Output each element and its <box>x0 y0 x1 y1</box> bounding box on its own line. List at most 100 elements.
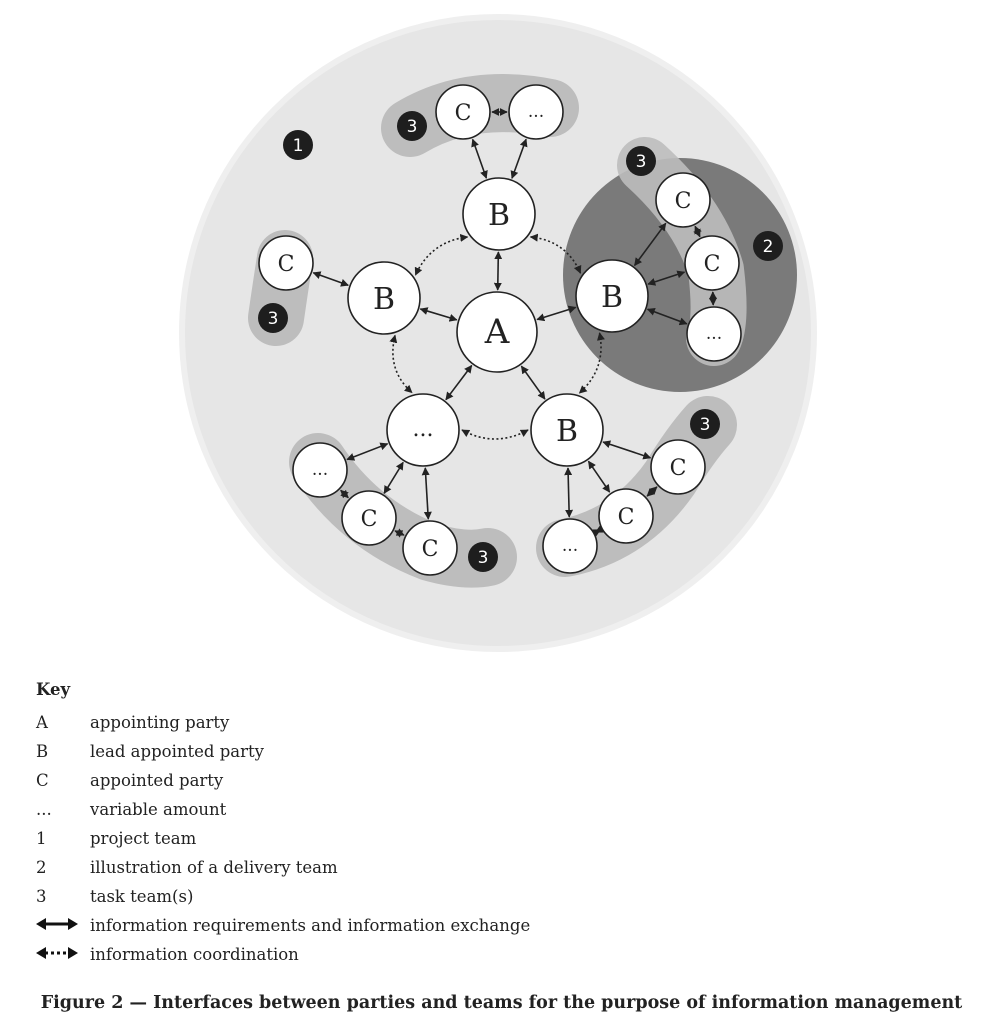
badge-project: 1 <box>283 130 313 160</box>
party-node-Bright: B <box>575 259 649 333</box>
key-text: project team <box>90 828 197 848</box>
node-label: ... <box>706 324 722 344</box>
key-text: information requirements and information… <box>90 915 531 935</box>
badge-label: 3 <box>268 309 279 329</box>
node-label: ... <box>562 536 578 556</box>
node-label: ... <box>312 460 328 480</box>
badge-taskTop: 3 <box>397 111 427 141</box>
node-label: C <box>675 189 692 214</box>
key-text: variable amount <box>90 799 227 819</box>
exchange-arrow-dotsBL-CBL2 <box>421 467 432 520</box>
exchange-arrow-dotsBL-dotsBL2 <box>346 442 389 461</box>
exchange-arrow-CBL1-dotsBL2 <box>340 489 349 499</box>
node-label: C <box>704 252 721 277</box>
party-node-BBR: B <box>530 393 604 467</box>
badge-label: 1 <box>293 136 304 156</box>
node-label: B <box>556 414 578 449</box>
badge-taskLeft: 3 <box>258 303 288 333</box>
badge-taskBL: 3 <box>468 542 498 572</box>
party-node-dotsBL2: ... <box>292 442 348 498</box>
key-text: information coordination <box>90 944 299 964</box>
party-node-Ctop: C <box>435 84 491 140</box>
node-label: C <box>618 505 635 530</box>
node-label: ... <box>413 417 434 442</box>
exchange-arrow-CBR2-dotsBR <box>592 525 604 537</box>
party-node-CBR1: C <box>650 439 706 495</box>
coordination-arrow-Bright-BBR <box>578 332 605 394</box>
exchange-arrow-A-Btop <box>493 251 503 291</box>
party-node-dotsBR: ... <box>542 518 598 574</box>
exchange-arrow-A-dotsBL <box>445 364 473 401</box>
node-label: C <box>422 537 439 562</box>
key-item: ... variable amount <box>36 795 530 824</box>
node-label: ... <box>528 102 544 122</box>
badge-label: 3 <box>478 548 489 568</box>
key-text: appointed party <box>90 770 224 790</box>
key-symbol: 3 <box>36 886 47 906</box>
team-interfaces-diagram: A B B B... B C ... C C C...... C C C C... 1 2 3 3 3 3 3 <box>179 14 817 652</box>
key-symbol: 2 <box>36 857 47 877</box>
coordination-arrow-Btop-Bleft <box>414 233 469 276</box>
exchange-arrow-A-Bleft <box>419 307 458 322</box>
exchange-arrow-BBR-CBR2 <box>587 460 611 493</box>
exchange-arrow-Bright-dotsR <box>646 308 688 326</box>
exchange-arrow-BBR-dotsBR <box>564 467 574 518</box>
node-label: C <box>361 507 378 532</box>
party-node-Bleft: B <box>347 261 421 335</box>
key-item: 3 task team(s) <box>36 882 530 911</box>
key-text: lead appointed party <box>90 741 264 761</box>
key-symbol: 1 <box>36 828 47 848</box>
exchange-arrow-C2r-C1r <box>693 225 702 238</box>
party-node-dotsTop: ... <box>508 84 564 140</box>
node-label: B <box>488 198 510 233</box>
party-node-C1r: C <box>655 172 711 228</box>
party-node-A: A <box>456 291 538 373</box>
node-label: B <box>601 280 623 315</box>
badge-taskRight: 3 <box>626 146 656 176</box>
party-node-Btop: B <box>462 177 536 251</box>
exchange-arrow-Btop-Ctop <box>471 138 488 179</box>
key-symbol: A <box>36 712 48 732</box>
solid-double-arrow-icon <box>36 914 90 938</box>
party-node-CBL2: C <box>402 520 458 576</box>
coordination-arrow-Bleft-dotsBL <box>389 334 413 394</box>
party-node-C2r: C <box>684 235 740 291</box>
exchange-arrow-Btop-dotsTop <box>510 138 528 180</box>
exchange-arrow-dotsBL-CBL1 <box>383 461 404 494</box>
exchange-arrow-Bright-C2r <box>647 270 686 286</box>
dotted-double-arrow-icon <box>36 943 90 967</box>
party-node-dotsBL: ... <box>386 393 460 467</box>
badge-label: 3 <box>636 152 647 172</box>
badge-label: 3 <box>407 117 418 137</box>
node-label: A <box>484 312 510 352</box>
figure-caption: Figure 2 — Interfaces between parties an… <box>40 993 963 1013</box>
key-symbol: ... <box>36 799 52 819</box>
key-text: illustration of a delivery team <box>90 857 338 877</box>
key-item: 2 illustration of a delivery team <box>36 853 530 882</box>
party-node-CBR2: C <box>598 488 654 544</box>
badge-delivery: 2 <box>753 231 783 261</box>
key-text: task team(s) <box>90 886 194 906</box>
key-item: information coordination <box>36 940 530 969</box>
party-node-CBL1: C <box>341 490 397 546</box>
node-label: C <box>670 456 687 481</box>
key-title: Key <box>36 680 71 699</box>
badge-taskBR: 3 <box>690 409 720 439</box>
key-text: appointing party <box>90 712 230 732</box>
node-label: C <box>455 101 472 126</box>
node-label: C <box>278 252 295 277</box>
exchange-arrow-Bleft-Cleft <box>312 271 349 287</box>
badge-label: 2 <box>763 237 774 257</box>
coordination-arrow-Btop-Bright <box>529 233 582 274</box>
exchange-arrow-A-BBR <box>520 365 546 400</box>
exchange-arrow-BBR-CBR1 <box>602 440 652 460</box>
exchange-arrow-CBL1-CBL2 <box>394 528 405 538</box>
party-node-Cleft: C <box>258 235 314 291</box>
party-node-dotsR: ... <box>686 306 742 362</box>
exchange-arrow-A-Bright <box>536 305 577 322</box>
badge-label: 3 <box>700 415 711 435</box>
